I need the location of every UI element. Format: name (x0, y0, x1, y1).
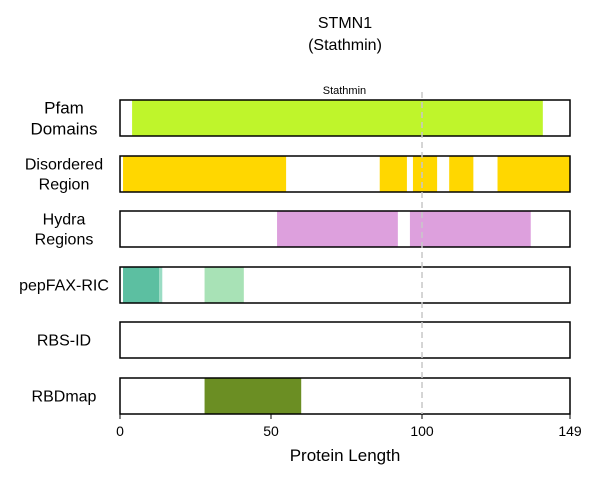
x-tick-label: 50 (263, 423, 279, 439)
segment-bar (123, 156, 287, 192)
segment-bar (449, 156, 474, 192)
track-frame (119, 99, 571, 137)
segment-label: Stathmin (323, 85, 366, 97)
track-hydra-regions: Hydra Regions (35, 210, 571, 249)
track-label: Region (39, 177, 90, 194)
track-frame (119, 321, 571, 359)
chart-title: STMN1 (318, 15, 372, 32)
x-tick-label: 0 (116, 423, 124, 439)
chart-subtitle: (Stathmin) (308, 37, 382, 54)
segment-bar (123, 267, 160, 303)
segment-bar (497, 156, 570, 192)
track-frame (119, 266, 571, 304)
track-frame (119, 155, 571, 193)
track-frame (119, 377, 571, 415)
tracks-group: Stathmin Pfam Domains Disordered Region Hydra… (19, 85, 571, 415)
track-label: RBDmap (32, 389, 97, 406)
track-pepfax-ric: pepFAX-RIC (19, 266, 571, 304)
track-label: Pfam (44, 98, 84, 117)
track-label: Hydra (43, 212, 86, 229)
x-axis: 0 50 100 149 (116, 414, 582, 439)
track-label: Domains (30, 119, 97, 138)
track-label: Disordered (25, 157, 103, 174)
segment-bar (159, 267, 163, 303)
track-disordered-region: Disordered Region (25, 155, 571, 194)
x-tick-label: 149 (558, 423, 582, 439)
track-rbdmap: RBDmap (32, 377, 571, 415)
track-label: Regions (35, 232, 94, 249)
track-label: pepFAX-RIC (19, 278, 109, 295)
segment-bar (132, 100, 543, 136)
segment-bar (409, 211, 531, 247)
track-pfam-domains: Stathmin Pfam Domains (30, 85, 571, 138)
track-rbs-id: RBS-ID (37, 321, 571, 359)
track-label: RBS-ID (37, 333, 91, 350)
segment-bar (204, 267, 244, 303)
segment-bar (412, 156, 438, 192)
segment-bar (277, 211, 398, 247)
segment-bar (204, 378, 302, 414)
segment-bar (379, 156, 407, 192)
x-tick-label: 100 (410, 423, 434, 439)
x-axis-label: Protein Length (290, 446, 401, 465)
track-frame (119, 210, 571, 248)
